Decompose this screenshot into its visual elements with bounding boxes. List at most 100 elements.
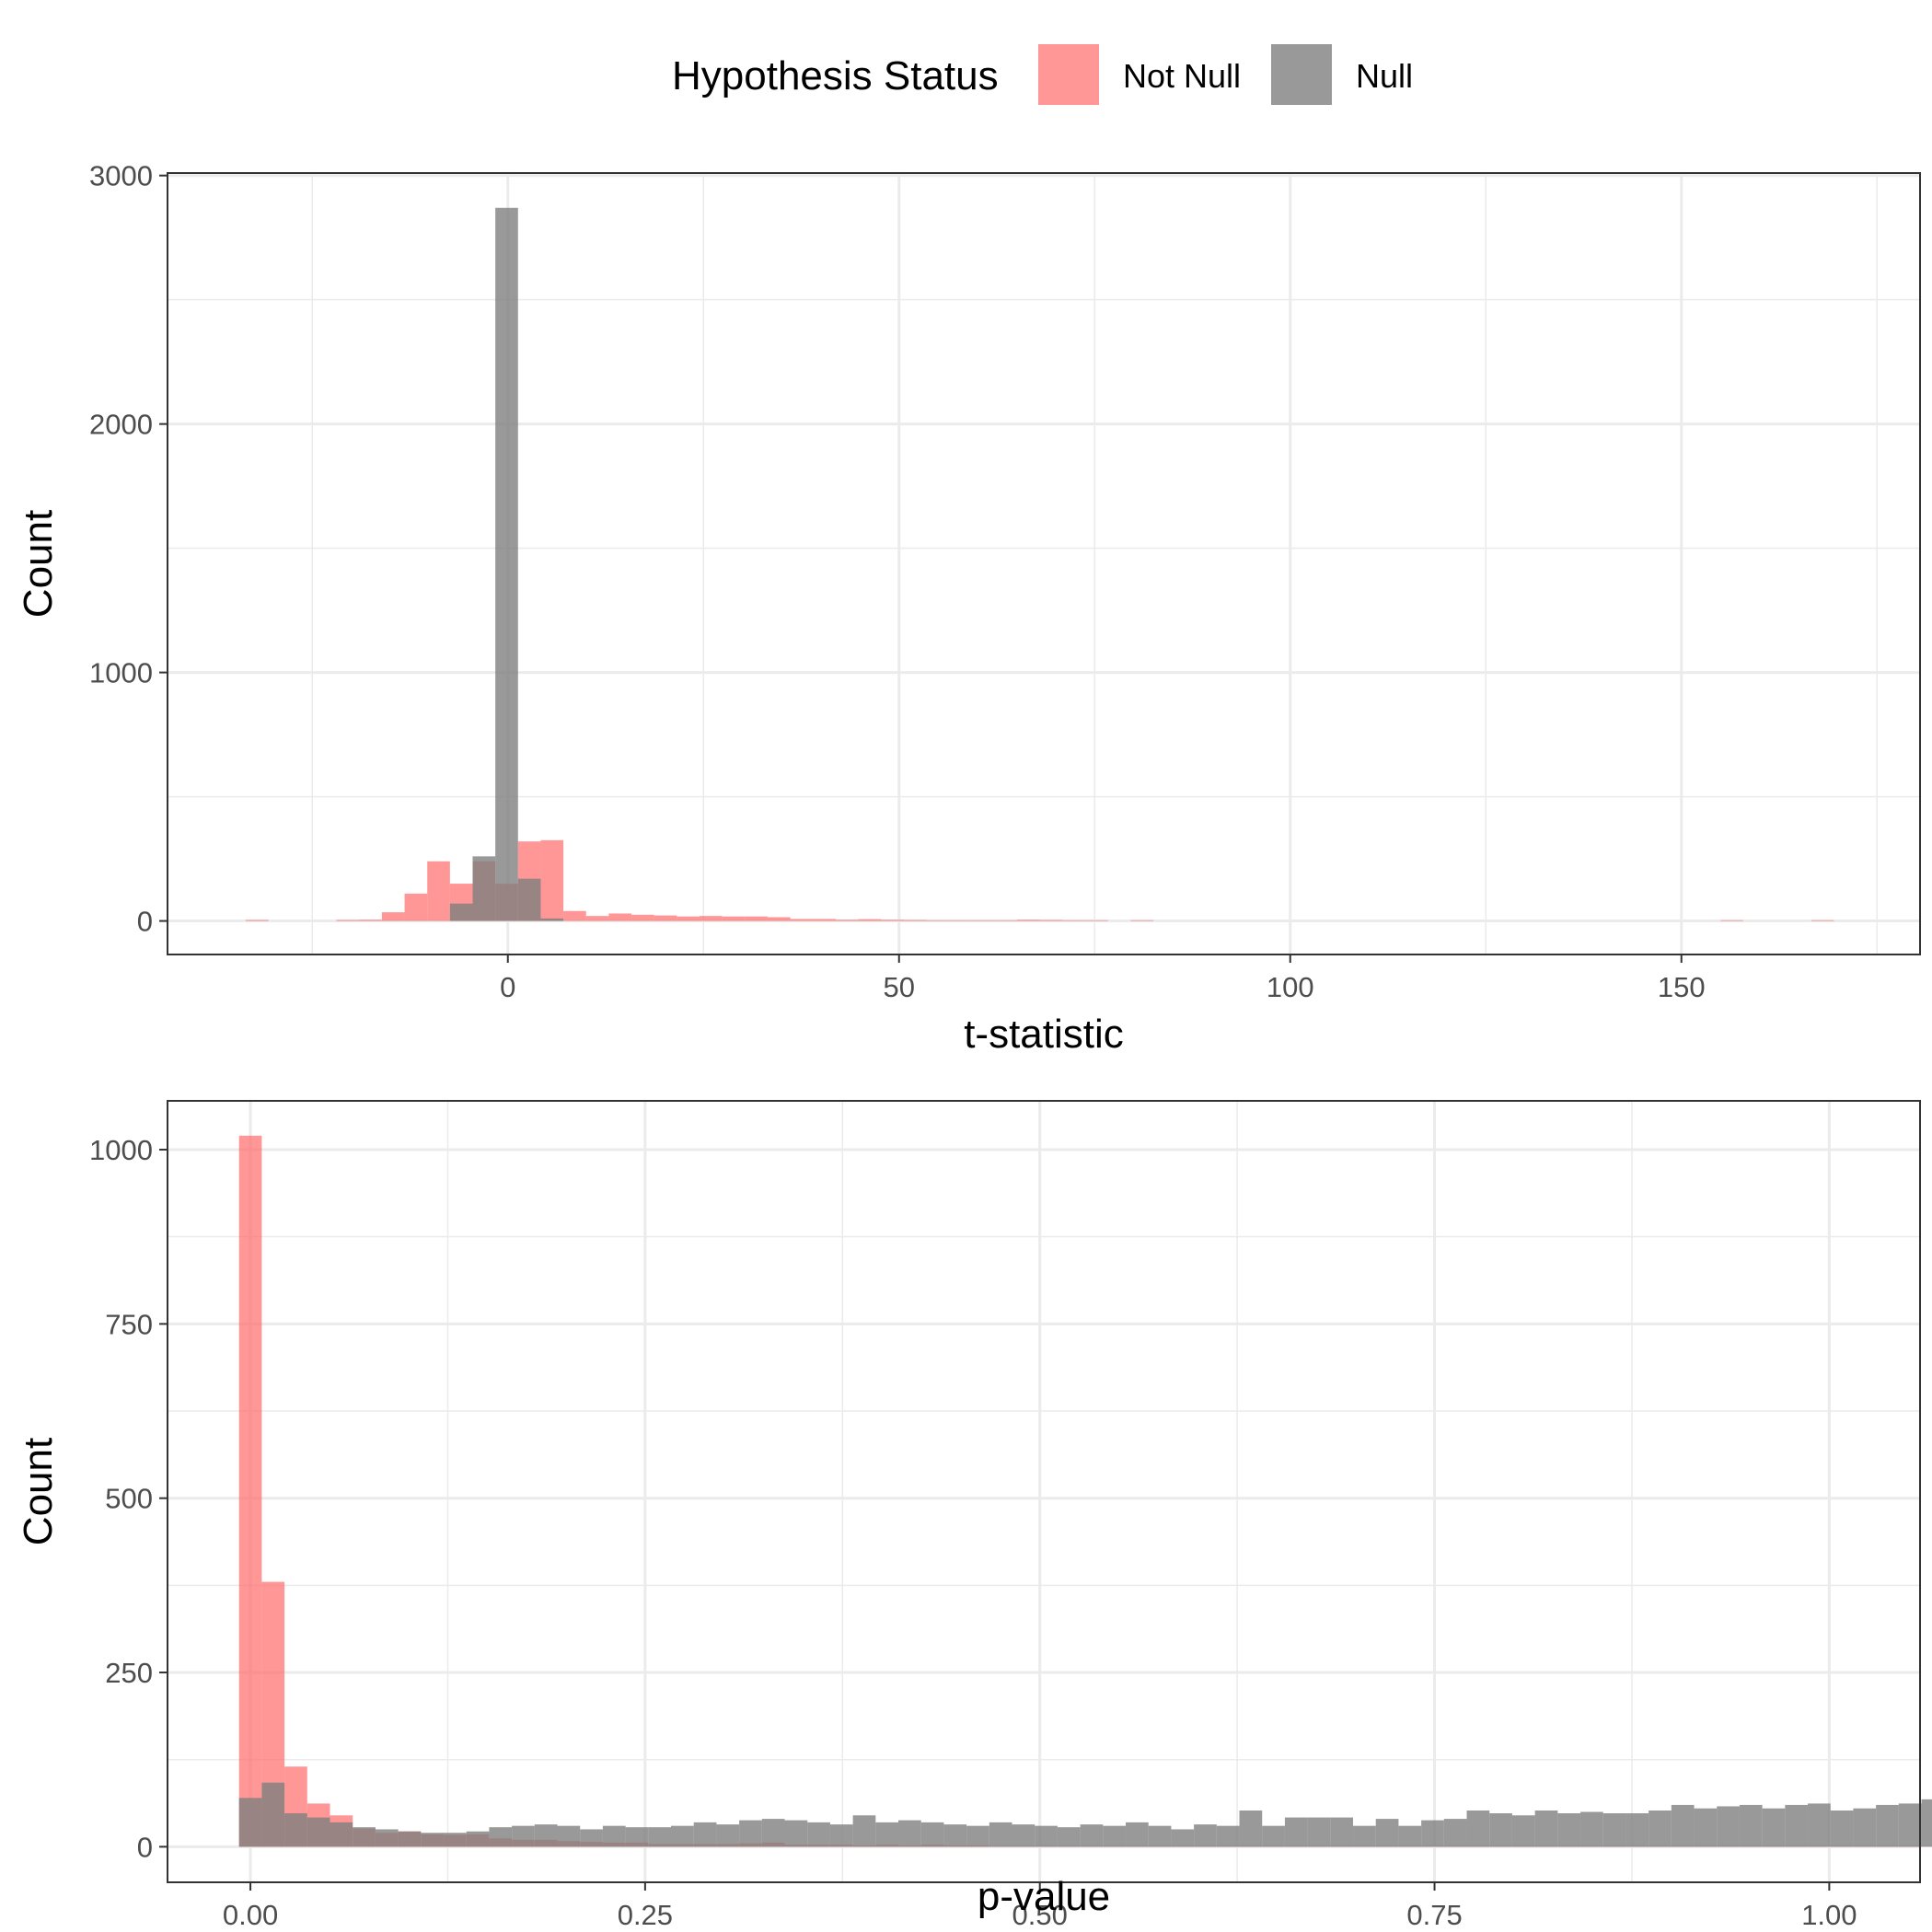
histogram-bar [307, 1817, 330, 1847]
histogram-bar [926, 920, 950, 921]
y-tick-label: 1000 [89, 1134, 153, 1166]
series-null [238, 1782, 1932, 1847]
histogram-bar [398, 1831, 422, 1847]
histogram-bar [512, 1825, 535, 1847]
histogram-bar [1216, 1825, 1240, 1847]
legend-key-null [1271, 44, 1332, 105]
histogram-bar [580, 1829, 603, 1847]
histogram-bar [807, 1822, 830, 1847]
x-tick-label: 100 [1267, 971, 1314, 1003]
histogram-bar [330, 1822, 353, 1847]
histogram-bar [631, 914, 654, 921]
histogram-bar [540, 918, 564, 921]
panel-border [167, 1100, 1921, 1883]
histogram-bar [489, 1827, 513, 1847]
histogram-bar [1080, 1824, 1104, 1847]
legend-title: Hypothesis Status [672, 53, 999, 98]
histogram-bar [421, 1833, 445, 1847]
histogram-bar [1194, 1824, 1217, 1847]
histogram-bar [1853, 1808, 1877, 1847]
plot-background [168, 1101, 1920, 1882]
y-tick-label: 0 [137, 906, 153, 938]
histogram-bar [602, 1825, 626, 1847]
histogram-bar [1375, 1819, 1399, 1847]
histogram-bar [1103, 1825, 1127, 1847]
histogram-bar [1130, 920, 1153, 921]
histogram-bar [1808, 1803, 1831, 1847]
histogram-bar [495, 207, 518, 921]
histogram-bar [1353, 1825, 1376, 1847]
y-tick-label: 750 [105, 1308, 153, 1340]
histogram-bar [671, 1825, 694, 1847]
histogram-bar [745, 916, 768, 921]
histogram-bar [1694, 1808, 1718, 1847]
histogram-bar [1262, 1825, 1285, 1847]
histogram-bar [1443, 1819, 1467, 1847]
x-tick-label: 0.50 [1012, 1899, 1068, 1931]
histogram-bar [716, 1824, 740, 1847]
histogram-bar [1762, 1808, 1786, 1847]
y-tick-label: 2000 [89, 409, 153, 441]
x-tick-label: 50 [884, 971, 915, 1003]
histogram-bar [472, 856, 496, 921]
histogram-bar [1421, 1820, 1444, 1847]
histogram-bar [943, 1824, 967, 1847]
histogram-bar [898, 1820, 921, 1847]
x-tick-label: 150 [1658, 971, 1706, 1003]
histogram-bar [1085, 920, 1108, 921]
histogram-bar [517, 878, 541, 921]
histogram-bar [784, 1820, 808, 1847]
histogram-bar [1398, 1825, 1422, 1847]
histogram-bar [761, 1819, 785, 1847]
histogram-bar [858, 919, 882, 921]
histogram-bar [1012, 1824, 1035, 1847]
histogram-bar [1035, 1825, 1058, 1847]
panel-border [167, 172, 1921, 955]
histogram-bar [989, 1822, 1012, 1847]
y-tick-label: 1000 [89, 657, 153, 689]
histogram-bar [648, 1827, 672, 1847]
histogram-bar [1126, 1822, 1149, 1847]
y-axis-title: Count [16, 1438, 61, 1545]
histogram-bar [829, 1824, 853, 1847]
x-axis-title: t-statistic [964, 1012, 1124, 1057]
histogram-bar [1330, 1817, 1354, 1847]
histogram-bar [1717, 1806, 1740, 1847]
histogram-bar [625, 1827, 649, 1847]
histogram-bar [444, 1833, 467, 1847]
histogram-bar [557, 1825, 581, 1847]
histogram-bar [654, 915, 677, 921]
histogram-bar [852, 1815, 876, 1847]
histogram-bar [375, 1829, 399, 1847]
y-axis-title: Count [16, 510, 61, 618]
histogram-bar [1239, 1810, 1263, 1847]
histogram-bar [563, 910, 586, 921]
histogram-bar [1625, 1813, 1649, 1847]
histogram-bar [767, 917, 791, 921]
histogram-bar [1307, 1817, 1331, 1847]
histogram-bar [1739, 1804, 1763, 1847]
histogram-bar [353, 1827, 376, 1847]
histogram-bar [1148, 1825, 1172, 1847]
y-tick-label: 500 [105, 1483, 153, 1515]
x-tick-label: 0.00 [223, 1899, 278, 1931]
histogram-bar [381, 912, 405, 921]
histogram-bar [1580, 1811, 1603, 1847]
plot-background [168, 173, 1920, 954]
legend: Hypothesis Status Not Null Null [0, 28, 1932, 120]
histogram-bar [739, 1820, 762, 1847]
series-null [449, 207, 564, 921]
histogram-bar [238, 1135, 262, 1847]
histogram-bar [813, 919, 836, 921]
histogram-bar [1671, 1804, 1695, 1847]
histogram-bar [1830, 1810, 1854, 1847]
panel-1: 0 50 100 150 0 1000 2000 3000 t-statistic Count [16, 160, 1921, 1057]
panel-2: 0.00 0.25 0.50 0.75 1.00 0 250 500 750 1000 p-valu… [16, 1100, 1932, 1931]
histogram-bar [534, 1824, 558, 1847]
histogram-bar [1511, 1815, 1535, 1847]
histogram-bar [790, 919, 814, 921]
histogram-bar [1921, 1799, 1932, 1847]
histogram-bar [994, 920, 1018, 921]
histogram-bar [1489, 1813, 1512, 1847]
